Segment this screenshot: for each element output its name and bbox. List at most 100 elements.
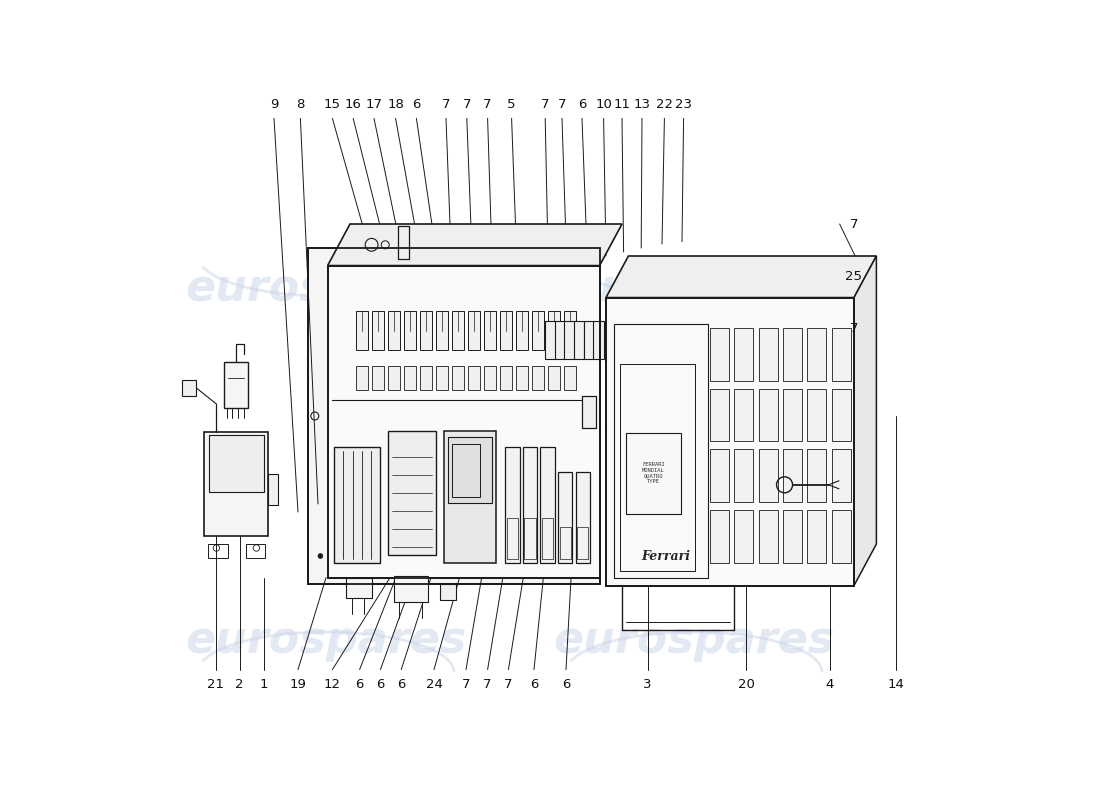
- Text: 15: 15: [323, 98, 341, 110]
- Text: 6: 6: [355, 678, 364, 690]
- Text: 25: 25: [846, 270, 862, 282]
- Text: 14: 14: [888, 678, 904, 690]
- Bar: [205, 432, 268, 536]
- Text: 21: 21: [207, 678, 224, 690]
- Bar: [468, 366, 481, 390]
- Text: 12: 12: [323, 678, 341, 690]
- Polygon shape: [606, 256, 877, 298]
- Bar: [531, 311, 544, 350]
- Bar: [554, 321, 565, 359]
- Bar: [759, 450, 778, 502]
- Text: 13: 13: [634, 98, 650, 110]
- Text: 18: 18: [387, 98, 404, 110]
- Bar: [711, 328, 729, 381]
- Bar: [807, 450, 826, 502]
- Text: 6: 6: [397, 678, 406, 690]
- Bar: [548, 366, 560, 390]
- Bar: [328, 266, 600, 578]
- Bar: [578, 527, 588, 559]
- Text: 1: 1: [260, 678, 268, 690]
- Bar: [542, 518, 553, 559]
- Text: 9: 9: [270, 98, 278, 110]
- Text: 7: 7: [483, 98, 492, 110]
- Bar: [606, 298, 854, 586]
- Bar: [593, 321, 604, 359]
- Bar: [832, 328, 850, 381]
- Bar: [783, 450, 802, 502]
- Text: 7: 7: [849, 322, 858, 334]
- Bar: [783, 328, 802, 381]
- Text: 7: 7: [483, 678, 492, 690]
- Bar: [484, 366, 496, 390]
- Bar: [759, 328, 778, 381]
- Bar: [783, 510, 802, 562]
- Bar: [626, 433, 681, 514]
- Text: 7: 7: [541, 98, 550, 110]
- Bar: [582, 396, 596, 428]
- Bar: [735, 450, 754, 502]
- Bar: [505, 447, 519, 563]
- Text: 8: 8: [296, 98, 305, 110]
- Bar: [807, 510, 826, 562]
- Text: 3: 3: [644, 678, 652, 690]
- Bar: [328, 266, 600, 578]
- Bar: [832, 389, 850, 442]
- Bar: [516, 366, 528, 390]
- Text: 20: 20: [738, 678, 755, 690]
- Bar: [525, 518, 536, 559]
- Bar: [499, 366, 513, 390]
- Bar: [440, 584, 455, 600]
- Text: 6: 6: [412, 98, 420, 110]
- Text: 16: 16: [344, 98, 362, 110]
- Text: 11: 11: [614, 98, 630, 110]
- Bar: [711, 510, 729, 562]
- Bar: [334, 447, 381, 563]
- Text: 7: 7: [462, 678, 471, 690]
- Text: 2: 2: [235, 678, 244, 690]
- Bar: [575, 472, 590, 563]
- Bar: [620, 364, 695, 571]
- Bar: [783, 389, 802, 442]
- Bar: [394, 576, 428, 602]
- Bar: [735, 328, 754, 381]
- Bar: [522, 447, 537, 563]
- Bar: [499, 311, 513, 350]
- Bar: [443, 430, 496, 563]
- Text: 7: 7: [849, 218, 858, 230]
- Bar: [807, 389, 826, 442]
- Text: 6: 6: [578, 98, 586, 110]
- Text: 6: 6: [376, 678, 385, 690]
- Bar: [564, 321, 575, 359]
- Bar: [531, 366, 544, 390]
- Bar: [584, 321, 594, 359]
- Bar: [387, 366, 400, 390]
- Bar: [436, 366, 449, 390]
- Bar: [355, 366, 368, 390]
- Bar: [832, 510, 850, 562]
- Text: eurospares: eurospares: [553, 618, 835, 662]
- Text: 17: 17: [365, 98, 383, 110]
- Bar: [558, 472, 572, 563]
- Bar: [606, 298, 854, 586]
- Bar: [540, 447, 554, 563]
- Bar: [308, 248, 601, 584]
- Text: 4: 4: [826, 678, 834, 690]
- Bar: [208, 544, 228, 558]
- Bar: [452, 311, 464, 350]
- Bar: [419, 366, 432, 390]
- Bar: [404, 311, 417, 350]
- Bar: [452, 444, 481, 497]
- Bar: [614, 324, 708, 578]
- Text: 6: 6: [530, 678, 538, 690]
- Bar: [484, 311, 496, 350]
- Text: 6: 6: [562, 678, 570, 690]
- Bar: [404, 366, 417, 390]
- Bar: [372, 366, 384, 390]
- Bar: [468, 311, 481, 350]
- Text: 7: 7: [462, 98, 471, 110]
- Bar: [711, 450, 729, 502]
- Text: 23: 23: [675, 98, 692, 110]
- Bar: [346, 578, 372, 598]
- Bar: [546, 321, 556, 359]
- Text: 7: 7: [558, 98, 566, 110]
